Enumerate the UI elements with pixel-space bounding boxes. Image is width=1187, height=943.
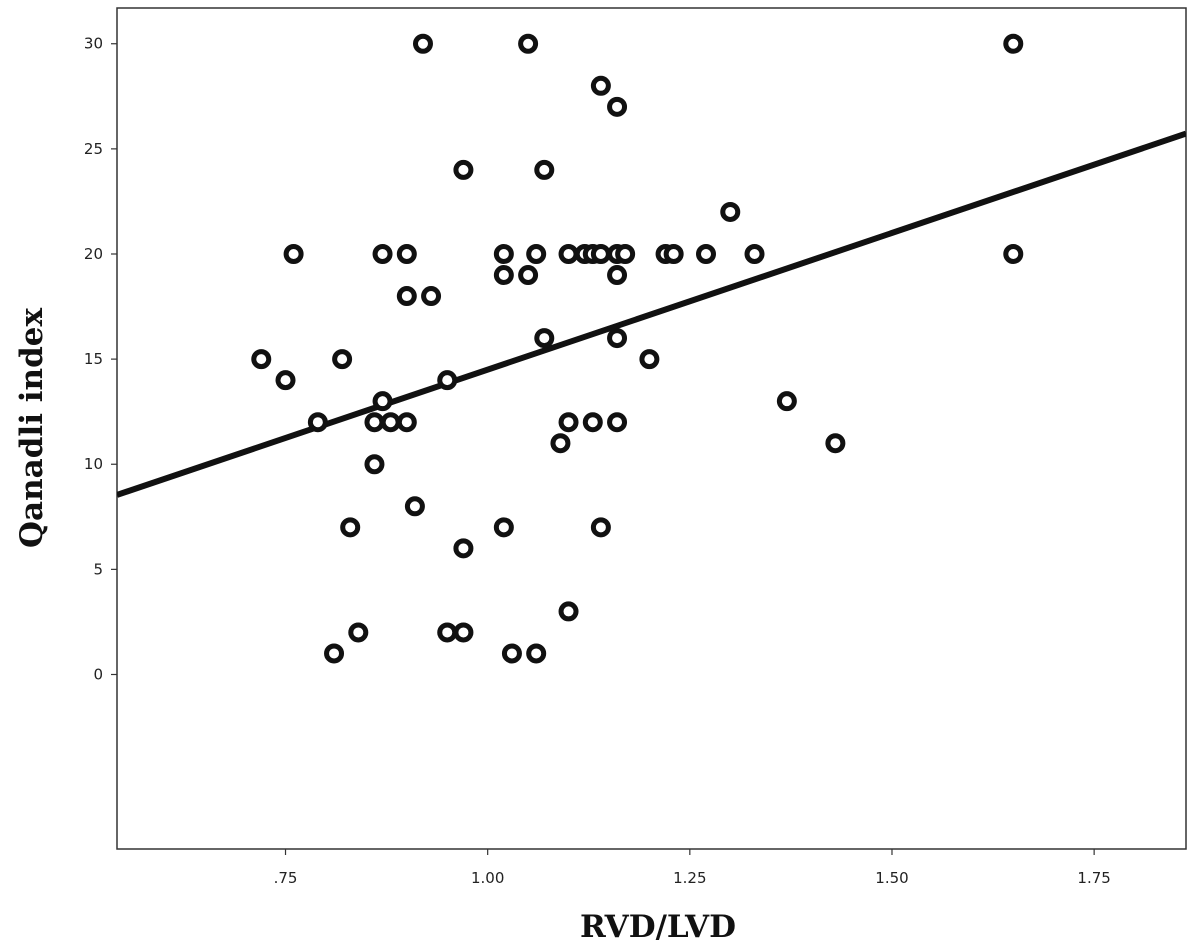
scatter-point [251, 349, 272, 370]
scatter-point [412, 33, 433, 54]
scatter-point [372, 391, 393, 412]
scatter-point [453, 622, 474, 643]
scatter-point [453, 159, 474, 180]
plot-frame [116, 7, 1187, 850]
scatter-point [615, 243, 636, 264]
scatter-point [372, 243, 393, 264]
scatter-point [776, 391, 797, 412]
scatter-point [526, 243, 547, 264]
scatter-point [501, 643, 522, 664]
y-tick-label: 15 [84, 350, 103, 368]
x-axis: .75 1.00 1.25 1.50 1.75 [274, 849, 1111, 887]
scatter-point [275, 370, 296, 391]
scatter-point [590, 243, 611, 264]
scatter-point [1003, 33, 1024, 54]
scatter-point [558, 243, 579, 264]
scatter-point [518, 265, 539, 286]
x-tick-label: 1.75 [1077, 869, 1110, 887]
scatter-point [590, 517, 611, 538]
scatter-point [437, 370, 458, 391]
scatter-point [348, 622, 369, 643]
scatter-point [396, 412, 417, 433]
scatter-point [518, 33, 539, 54]
x-tick-label: .75 [274, 869, 298, 887]
scatter-point [526, 643, 547, 664]
scatter-point [453, 538, 474, 559]
scatter-point [1003, 243, 1024, 264]
scatter-point [558, 601, 579, 622]
scatter-point [582, 412, 603, 433]
scatter-point [607, 412, 628, 433]
scatter-point [720, 201, 741, 222]
scatter-point [607, 328, 628, 349]
regression-line [117, 130, 1186, 498]
x-tick-label: 1.00 [471, 869, 504, 887]
y-tick-label: 0 [93, 665, 103, 683]
x-tick-label: 1.25 [673, 869, 706, 887]
scatter-point [324, 643, 345, 664]
y-tick-label: 5 [93, 560, 103, 578]
points-layer [251, 33, 1024, 664]
fit-line-layer [117, 130, 1186, 498]
scatter-point [437, 622, 458, 643]
scatter-point [639, 349, 660, 370]
scatter-point [607, 265, 628, 286]
scatter-point [696, 243, 717, 264]
y-axis: 0 5 10 15 20 25 30 [84, 35, 117, 683]
scatter-point [364, 412, 385, 433]
scatter-point [364, 454, 385, 475]
scatter-point [421, 286, 442, 307]
scatter-point [307, 412, 328, 433]
scatter-point [607, 96, 628, 117]
scatter-point [550, 433, 571, 454]
y-tick-label: 10 [84, 455, 103, 473]
scatter-point [493, 243, 514, 264]
scatter-point [340, 517, 361, 538]
scatter-point [332, 349, 353, 370]
scatter-point [404, 496, 425, 517]
x-axis-title: RVD/LVD [580, 909, 736, 943]
x-tick-label: 1.50 [875, 869, 908, 887]
scatter-point [396, 286, 417, 307]
scatter-point [663, 243, 684, 264]
y-axis-title: Qanadli index [14, 308, 50, 548]
scatter-point [493, 517, 514, 538]
scatter-point [283, 243, 304, 264]
y-tick-label: 20 [84, 245, 103, 263]
scatter-point [744, 243, 765, 264]
scatter-point [493, 265, 514, 286]
scatter-point [396, 243, 417, 264]
y-tick-label: 25 [84, 140, 103, 158]
scatter-point [590, 75, 611, 96]
y-tick-label: 30 [84, 35, 103, 53]
scatter-point [380, 412, 401, 433]
scatter-point [825, 433, 846, 454]
scatter-point [534, 159, 555, 180]
scatter-point [534, 328, 555, 349]
scatter-point [558, 412, 579, 433]
